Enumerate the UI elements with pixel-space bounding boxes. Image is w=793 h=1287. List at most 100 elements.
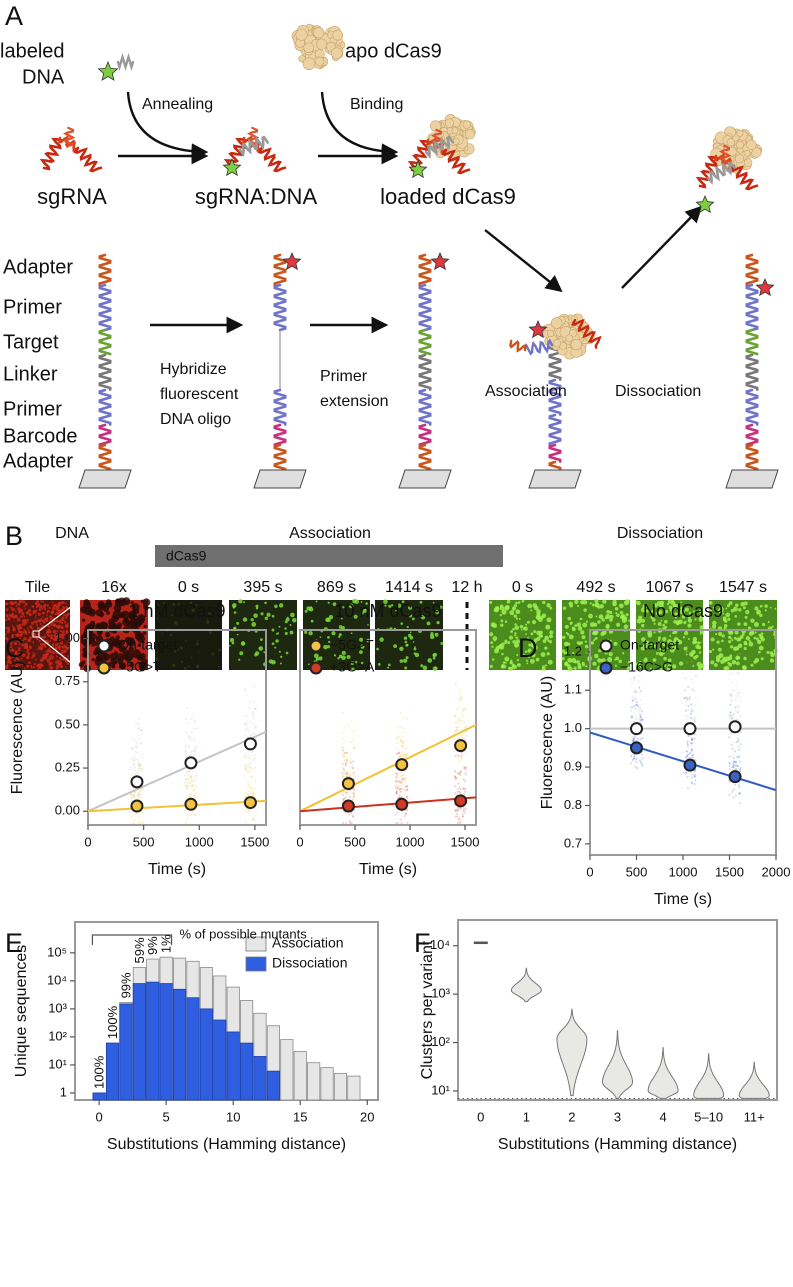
tile-spot <box>12 613 14 615</box>
legend-label: −5G>T <box>118 659 162 675</box>
tile-spot <box>715 633 717 635</box>
x-tick-label: 500 <box>344 834 366 849</box>
x-tick-label: 11+ <box>744 1109 765 1124</box>
raw-dot <box>133 739 135 741</box>
raw-dot <box>733 742 735 744</box>
raw-dot <box>695 716 697 718</box>
tile-spot <box>730 645 733 648</box>
raw-dot <box>351 822 353 824</box>
raw-dot <box>730 718 732 720</box>
raw-dot <box>136 751 138 753</box>
helix <box>100 445 110 469</box>
tile-spot <box>25 603 28 606</box>
tile-spot <box>519 618 521 620</box>
tile-spot <box>700 642 702 644</box>
tile-spot <box>96 655 103 662</box>
raw-dot <box>694 776 696 778</box>
tile-spot <box>594 654 599 659</box>
raw-dot <box>456 730 458 732</box>
raw-dot <box>635 691 637 693</box>
raw-dot <box>691 742 693 744</box>
tile-spot <box>290 631 294 635</box>
raw-dot <box>460 770 462 772</box>
raw-dot <box>131 769 133 771</box>
raw-dot <box>194 777 196 779</box>
raw-dot <box>734 750 736 752</box>
data-point <box>131 801 142 812</box>
raw-dot <box>690 757 692 759</box>
tile-spot <box>521 629 523 631</box>
tile-spot <box>734 637 737 640</box>
tile-spot <box>490 641 493 644</box>
raw-dot <box>740 743 742 745</box>
tile-spot <box>735 656 739 660</box>
raw-dot <box>465 808 467 810</box>
protein-blob <box>304 43 314 53</box>
raw-dot <box>636 767 638 769</box>
tile-spot <box>423 666 428 671</box>
tile-spot <box>50 636 53 639</box>
protein-blob <box>313 27 324 38</box>
tile-spot <box>496 607 499 610</box>
raw-dot <box>395 787 397 789</box>
raw-dot <box>345 822 347 824</box>
raw-dot <box>457 756 459 758</box>
raw-dot <box>130 737 132 739</box>
raw-dot <box>457 791 459 793</box>
tile-spot <box>238 659 240 661</box>
tile-spot <box>54 605 55 606</box>
tile-spot <box>196 665 199 668</box>
tile-spot <box>489 601 492 604</box>
tile-spot <box>79 662 84 667</box>
raw-dot <box>458 726 460 728</box>
legend-marker <box>311 663 322 674</box>
tile-spot <box>43 601 45 603</box>
raw-dot <box>454 738 456 740</box>
raw-dot <box>193 789 195 791</box>
raw-dot <box>350 758 352 760</box>
tile-spot <box>679 661 683 665</box>
tile-spot <box>654 623 656 625</box>
raw-dot <box>686 743 688 745</box>
helix <box>100 355 110 390</box>
tile-spot <box>49 640 51 642</box>
raw-dot <box>457 783 459 785</box>
tile-spot <box>351 632 353 634</box>
raw-dot <box>342 822 344 824</box>
tile-spot <box>7 617 10 620</box>
raw-dot <box>350 762 352 764</box>
raw-dot <box>187 782 189 784</box>
tile-spot <box>576 660 580 664</box>
tile-spot <box>687 624 691 628</box>
tile-spot <box>585 665 587 667</box>
raw-dot <box>635 761 637 763</box>
fluorophore-star <box>99 62 118 80</box>
raw-dot <box>465 726 467 728</box>
raw-dot <box>402 778 404 780</box>
x-tick-label: 1000 <box>669 864 698 879</box>
tile-spot <box>5 619 7 621</box>
raw-dot <box>136 747 138 749</box>
raw-dot <box>353 796 355 798</box>
raw-dot <box>398 726 400 728</box>
tile-spot <box>278 626 280 628</box>
raw-dot <box>140 729 142 731</box>
raw-dot <box>690 703 692 705</box>
raw-dot <box>731 744 733 746</box>
raw-dot <box>685 653 687 655</box>
raw-dot <box>457 822 459 824</box>
raw-dot <box>134 769 136 771</box>
data-point <box>631 723 642 734</box>
raw-dot <box>454 715 456 717</box>
raw-dot <box>343 768 345 770</box>
x-tick-label: 0 <box>96 1109 103 1124</box>
tile-spot <box>206 621 209 624</box>
tile-spot <box>241 641 245 645</box>
raw-dot <box>732 689 734 691</box>
tile-spot <box>728 604 730 606</box>
raw-dot <box>345 762 347 764</box>
data-point <box>396 759 407 770</box>
tile-spot <box>414 646 416 648</box>
y-tick-label: 0.7 <box>564 835 582 850</box>
